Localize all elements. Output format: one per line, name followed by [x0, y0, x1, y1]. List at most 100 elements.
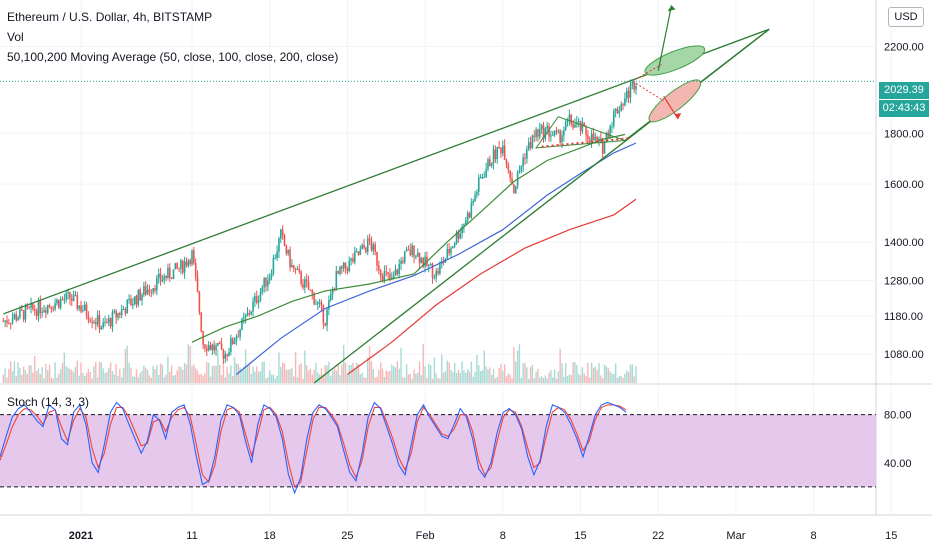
- candle-body: [9, 323, 12, 325]
- candle-body: [281, 229, 284, 236]
- stoch-tick-label: 40.00: [884, 458, 912, 470]
- candle-body: [324, 322, 326, 326]
- volume-bar: [280, 366, 282, 383]
- currency-button[interactable]: USD: [888, 7, 924, 27]
- volume-bar: [611, 373, 613, 383]
- candle-body: [551, 134, 554, 136]
- volume-bar: [104, 372, 106, 383]
- candle-body: [627, 90, 630, 98]
- candle-body: [487, 159, 489, 170]
- volume-bar: [633, 376, 635, 383]
- candle-body: [494, 149, 497, 160]
- candle-body: [19, 309, 21, 318]
- candle-body: [4, 320, 6, 322]
- volume-bar: [195, 368, 197, 383]
- volume-bar: [26, 374, 29, 383]
- candle-body: [226, 354, 228, 356]
- volume-bar: [605, 366, 608, 383]
- candle-body: [535, 129, 537, 138]
- candle-body: [265, 277, 267, 287]
- candle-body: [372, 244, 375, 251]
- candle-body: [342, 262, 345, 269]
- candle-body: [291, 265, 293, 268]
- candle-body: [24, 305, 27, 320]
- volume-bar: [252, 366, 254, 383]
- volume-bar: [635, 365, 637, 383]
- volume-bar: [372, 368, 374, 383]
- candle-body: [540, 125, 543, 129]
- candle-body: [424, 256, 426, 267]
- volume-bar: [476, 355, 478, 383]
- price-tick-label: 1080.00: [884, 349, 924, 361]
- candle-body: [193, 250, 195, 264]
- volume-bar: [261, 362, 263, 383]
- volume-bar: [602, 378, 604, 383]
- candle-body: [326, 309, 328, 326]
- candle-body: [304, 279, 306, 288]
- candle-body: [563, 130, 565, 136]
- candle-body: [629, 84, 632, 98]
- candle-body: [189, 260, 191, 265]
- volume-bar: [159, 363, 162, 383]
- candle-body: [459, 233, 462, 239]
- volume-bar: [87, 369, 90, 383]
- volume-bar: [378, 370, 380, 383]
- volume-bar: [518, 344, 521, 383]
- price-tick-label: 1180.00: [884, 311, 923, 323]
- volume-bar: [233, 356, 236, 383]
- volume-bar: [505, 376, 508, 383]
- candle-body: [215, 345, 217, 351]
- volume-bar: [139, 373, 141, 383]
- volume-bar: [146, 370, 149, 383]
- volume-bar: [132, 376, 134, 383]
- candle-body: [472, 201, 474, 204]
- candle-body: [581, 122, 584, 132]
- volume-bar: [180, 367, 182, 383]
- ma-line-200-ma: [347, 198, 637, 375]
- volume-bar: [317, 372, 319, 383]
- volume-bar: [109, 362, 112, 383]
- triangle-pattern: [535, 116, 626, 149]
- candle-body: [346, 268, 349, 272]
- volume-bar: [629, 364, 632, 383]
- volume-bar: [152, 365, 154, 383]
- candle-body: [230, 338, 232, 352]
- volume-bar: [222, 364, 225, 383]
- candle-body: [204, 344, 206, 349]
- candle-body: [341, 266, 343, 269]
- volume-bar: [348, 365, 350, 383]
- chart-title: Ethereum / U.S. Dollar, 4h, BITSTAMP: [7, 10, 213, 24]
- candle-body: [45, 310, 47, 313]
- volume-bar: [381, 368, 384, 383]
- candle-body: [220, 343, 223, 350]
- volume-bar: [58, 373, 60, 383]
- ma-label: 50,100,200 Moving Average (50, close, 10…: [7, 50, 339, 64]
- candle-body: [106, 322, 108, 324]
- volume-bar: [207, 362, 210, 383]
- candle-body: [154, 288, 156, 291]
- volume-bar: [522, 363, 524, 383]
- candle-body: [115, 311, 117, 318]
- volume-bar: [428, 363, 430, 383]
- volume-bar: [363, 377, 365, 383]
- volume-bar: [283, 363, 286, 383]
- candle-body: [339, 266, 341, 274]
- candle-body: [405, 249, 408, 252]
- volume-bar: [616, 377, 619, 383]
- candle-body: [514, 185, 517, 194]
- time-tick-label: 8: [500, 530, 506, 542]
- volume-bar: [91, 378, 93, 383]
- candle-body: [622, 104, 624, 106]
- time-tick-label: 15: [885, 530, 897, 542]
- volume-bar: [596, 369, 598, 383]
- volume-bar: [546, 378, 548, 383]
- candle-body: [531, 135, 534, 148]
- price-tick-label: 1800.00: [884, 128, 924, 140]
- candle-body: [439, 264, 441, 274]
- volume-bar: [479, 371, 482, 383]
- candle-body: [411, 245, 413, 256]
- candle-body: [561, 135, 563, 143]
- volume-bar: [281, 362, 284, 383]
- volume-bar: [344, 362, 347, 383]
- volume-bar: [413, 369, 415, 383]
